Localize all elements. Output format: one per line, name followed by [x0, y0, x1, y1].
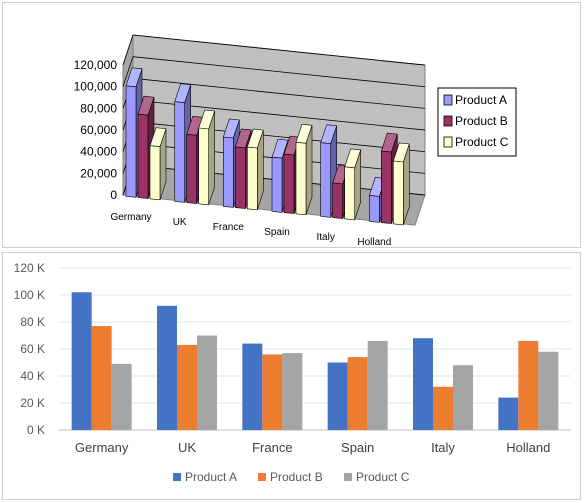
legend-label: Product B [270, 470, 323, 484]
x-tick-label: Holland [357, 237, 391, 247]
legend-swatch [258, 473, 266, 481]
bar-product-a-holland [498, 397, 519, 430]
chart-3d-panel: 120,000 100,000 80,000 60,000 40,000 20,000 0 G… [2, 2, 581, 248]
chart-flat-panel: 120 K 100 K 80 K 60 K 40 K 20 K 0 K Germany UK Fr… [2, 252, 581, 500]
legend-swatch [344, 473, 352, 481]
y-tick-label: 120,000 [74, 58, 118, 72]
y-tick-label: 40 K [20, 369, 45, 383]
bar-product-b-france [262, 354, 283, 430]
gridline [132, 77, 426, 109]
bar-3d-product-b-uk [186, 133, 197, 204]
gridline-side [122, 56, 134, 87]
y-tick-label: 40,000 [80, 145, 117, 159]
x-tick-label: Germany [110, 212, 151, 223]
x-tick-label: UK [173, 217, 187, 228]
y-tick-label: 0 [110, 188, 117, 202]
gridline [132, 56, 426, 88]
y-tick-label: 60 K [20, 342, 45, 356]
bar-3d-product-a-uk [174, 101, 185, 203]
bar-product-a-italy [413, 338, 433, 430]
legend-label: Product B [455, 114, 508, 128]
bar-product-c-uk [197, 335, 217, 430]
bar-3d-product-c-uk [198, 127, 209, 206]
bar-product-b-holland [518, 340, 539, 430]
bar-3d-product-c-france [247, 146, 258, 211]
x-tick-label: Italy [316, 232, 334, 243]
gridline [132, 34, 426, 66]
y-tick-label: 20,000 [80, 166, 117, 180]
y-tick-label: 80,000 [80, 101, 117, 115]
bar-product-c-france [282, 353, 303, 430]
y-tick-label: 100,000 [74, 80, 118, 94]
x-tick-label: UK [178, 440, 196, 455]
legend-swatch [443, 136, 453, 148]
y-tick-label: 20 K [20, 396, 45, 410]
bar-product-c-holland [538, 351, 559, 430]
bar-3d-product-a-spain [271, 156, 283, 213]
bar-3d-product-b-germany [137, 113, 149, 199]
bar-product-b-uk [177, 344, 197, 430]
bar-3d-product-c-germany [149, 145, 161, 201]
chart-3d-svg: 120,000 100,000 80,000 60,000 40,000 20,000 0 G… [74, 34, 517, 247]
legend-label: Product A [455, 93, 507, 107]
y-tick-label: 0 K [27, 423, 45, 437]
bar-product-c-germany [111, 363, 132, 430]
bar-3d-product-b-italy [332, 182, 344, 219]
y-tick-label: 60,000 [80, 123, 117, 137]
bar-product-a-france [242, 343, 263, 430]
x-tick-label: Germany [75, 440, 129, 455]
bar-product-b-germany [91, 326, 112, 430]
legend-swatch [173, 473, 181, 481]
chart-flat-svg: 120 K 100 K 80 K 60 K 40 K 20 K 0 K Germany UK Fr… [14, 261, 571, 484]
bar-product-c-italy [453, 365, 473, 430]
bar-3d-product-c-italy [344, 166, 356, 221]
bar-product-a-germany [71, 292, 92, 430]
bar-product-a-spain [327, 362, 348, 430]
bar-3d-product-b-holland [380, 150, 392, 224]
y-tick-label: 120 K [14, 261, 45, 275]
bar-3d-product-b-spain [283, 153, 295, 214]
bar-3d-product-a-holland [368, 195, 380, 223]
x-tick-label: Spain [264, 227, 290, 238]
bar-3d-product-a-germany [125, 85, 137, 198]
legend-label: Product C [356, 470, 410, 484]
bar-product-b-spain [347, 357, 368, 430]
x-tick-label: Holland [506, 440, 550, 455]
x-tick-label: France [213, 222, 245, 233]
bar-3d-product-b-france [235, 146, 246, 209]
legend-swatch [443, 94, 453, 106]
gridline-side [122, 34, 134, 66]
bar-product-c-spain [367, 340, 388, 430]
x-tick-label: France [252, 440, 292, 455]
legend-label: Product A [185, 470, 237, 484]
bar-3d-product-a-italy [320, 142, 332, 218]
y-tick-label: 80 K [20, 315, 45, 329]
y-tick-label: 100 K [14, 288, 45, 302]
x-tick-label: Spain [341, 440, 374, 455]
legend-swatch [443, 115, 453, 127]
bar-3d-product-c-holland [392, 160, 404, 226]
bar-3d-product-a-france [223, 136, 234, 208]
bar-3d-product-c-spain [295, 141, 307, 216]
x-tick-label: Italy [431, 440, 455, 455]
bar-product-b-italy [433, 386, 453, 430]
bar-product-a-uk [157, 305, 177, 430]
legend-label: Product C [455, 135, 509, 149]
